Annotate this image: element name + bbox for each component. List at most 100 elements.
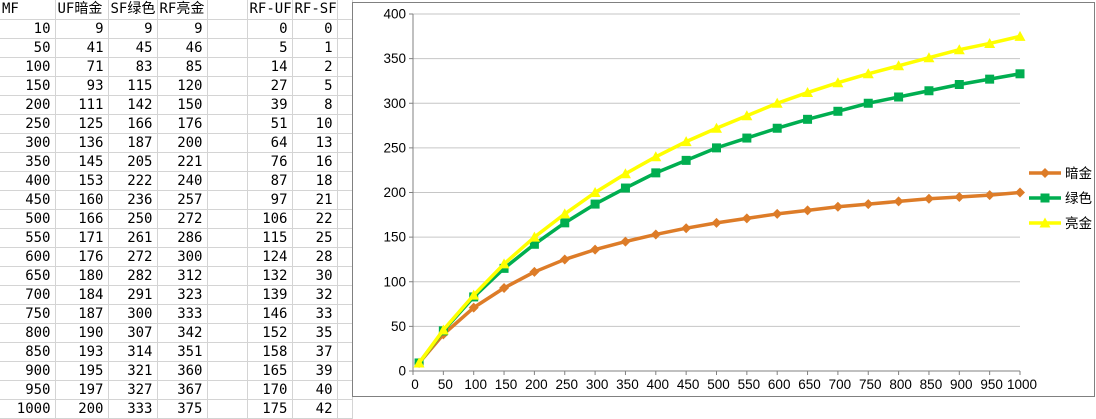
cell[interactable]: 360 <box>157 361 208 381</box>
cell[interactable] <box>207 361 248 381</box>
cell[interactable]: 950 <box>0 380 56 400</box>
cell[interactable]: 700 <box>0 285 56 305</box>
cell[interactable] <box>337 361 353 381</box>
cell[interactable] <box>337 171 353 191</box>
cell[interactable]: 8 <box>292 95 338 115</box>
cell[interactable]: 282 <box>108 266 158 286</box>
cell[interactable]: 367 <box>157 380 208 400</box>
cell[interactable]: 10 <box>0 19 56 39</box>
cell[interactable] <box>207 152 248 172</box>
cell[interactable]: 132 <box>247 266 293 286</box>
cell[interactable] <box>337 304 353 324</box>
cell[interactable]: 46 <box>157 38 208 58</box>
cell[interactable] <box>337 133 353 153</box>
cell[interactable]: 39 <box>247 95 293 115</box>
cell[interactable]: 2 <box>292 57 338 77</box>
cell[interactable]: 170 <box>247 380 293 400</box>
cell[interactable]: 85 <box>157 57 208 77</box>
cell[interactable]: 175 <box>247 399 293 419</box>
cell[interactable]: 97 <box>247 190 293 210</box>
cell[interactable]: 14 <box>247 57 293 77</box>
cell[interactable]: 600 <box>0 247 56 267</box>
cell[interactable]: 146 <box>247 304 293 324</box>
cell[interactable]: 200 <box>55 399 109 419</box>
cell[interactable]: 139 <box>247 285 293 305</box>
cell[interactable]: 500 <box>0 209 56 229</box>
cell[interactable]: 152 <box>247 323 293 343</box>
cell[interactable]: 150 <box>0 76 56 96</box>
cell[interactable]: 351 <box>157 342 208 362</box>
cell[interactable]: 25 <box>292 228 338 248</box>
cell[interactable]: 550 <box>0 228 56 248</box>
cell[interactable] <box>207 114 248 134</box>
cell[interactable]: 195 <box>55 361 109 381</box>
cell[interactable]: 300 <box>108 304 158 324</box>
cell[interactable]: 250 <box>108 209 158 229</box>
cell[interactable]: 222 <box>108 171 158 191</box>
cell[interactable]: 87 <box>247 171 293 191</box>
legend-item-green[interactable]: 绿色 <box>1029 190 1092 206</box>
cell[interactable]: 1000 <box>0 399 56 419</box>
legend-item-bright-gold[interactable]: 亮金 <box>1029 215 1093 231</box>
cell[interactable]: 333 <box>108 399 158 419</box>
cell[interactable] <box>337 114 353 134</box>
cell[interactable]: 0 <box>247 19 293 39</box>
cell[interactable] <box>337 57 353 77</box>
cell[interactable] <box>207 380 248 400</box>
cell[interactable] <box>337 266 353 286</box>
cell[interactable]: 39 <box>292 361 338 381</box>
cell[interactable] <box>207 38 248 58</box>
cell[interactable] <box>207 228 248 248</box>
column-header[interactable]: RF-SF <box>292 0 338 20</box>
cell[interactable]: 272 <box>108 247 158 267</box>
cell[interactable]: 187 <box>55 304 109 324</box>
cell[interactable] <box>207 95 248 115</box>
cell[interactable]: 30 <box>292 266 338 286</box>
cell[interactable]: 400 <box>0 171 56 191</box>
column-header[interactable]: UF暗金 <box>55 0 109 20</box>
cell[interactable]: 193 <box>55 342 109 362</box>
cell[interactable]: 13 <box>292 133 338 153</box>
cell[interactable]: 150 <box>157 95 208 115</box>
cell[interactable]: 800 <box>0 323 56 343</box>
cell[interactable]: 83 <box>108 57 158 77</box>
cell[interactable]: 180 <box>55 266 109 286</box>
cell[interactable] <box>207 209 248 229</box>
cell[interactable]: 136 <box>55 133 109 153</box>
cell[interactable]: 5 <box>247 38 293 58</box>
cell[interactable] <box>207 399 248 419</box>
cell[interactable]: 120 <box>157 76 208 96</box>
cell[interactable]: 187 <box>108 133 158 153</box>
cell[interactable]: 40 <box>292 380 338 400</box>
cell[interactable]: 314 <box>108 342 158 362</box>
cell[interactable] <box>207 266 248 286</box>
cell[interactable] <box>337 380 353 400</box>
cell[interactable]: 28 <box>292 247 338 267</box>
cell[interactable] <box>337 190 353 210</box>
cell[interactable]: 71 <box>55 57 109 77</box>
cell[interactable]: 300 <box>157 247 208 267</box>
cell[interactable] <box>207 171 248 191</box>
cell[interactable]: 312 <box>157 266 208 286</box>
cell[interactable] <box>337 228 353 248</box>
cell[interactable] <box>337 247 353 267</box>
cell[interactable]: 166 <box>108 114 158 134</box>
cell[interactable]: 42 <box>292 399 338 419</box>
column-header[interactable]: MF <box>0 0 56 20</box>
cell[interactable] <box>337 323 353 343</box>
cell[interactable] <box>337 285 353 305</box>
series-green[interactable] <box>414 69 1025 368</box>
cell[interactable]: 166 <box>55 209 109 229</box>
cell[interactable]: 21 <box>292 190 338 210</box>
cell[interactable]: 650 <box>0 266 56 286</box>
column-header[interactable] <box>207 0 248 20</box>
cell[interactable]: 450 <box>0 190 56 210</box>
cell[interactable]: 115 <box>108 76 158 96</box>
cell[interactable]: 0 <box>292 19 338 39</box>
column-header[interactable] <box>337 0 353 20</box>
cell[interactable]: 33 <box>292 304 338 324</box>
cell[interactable]: 9 <box>108 19 158 39</box>
cell[interactable]: 200 <box>157 133 208 153</box>
cell[interactable] <box>207 190 248 210</box>
cell[interactable]: 9 <box>157 19 208 39</box>
